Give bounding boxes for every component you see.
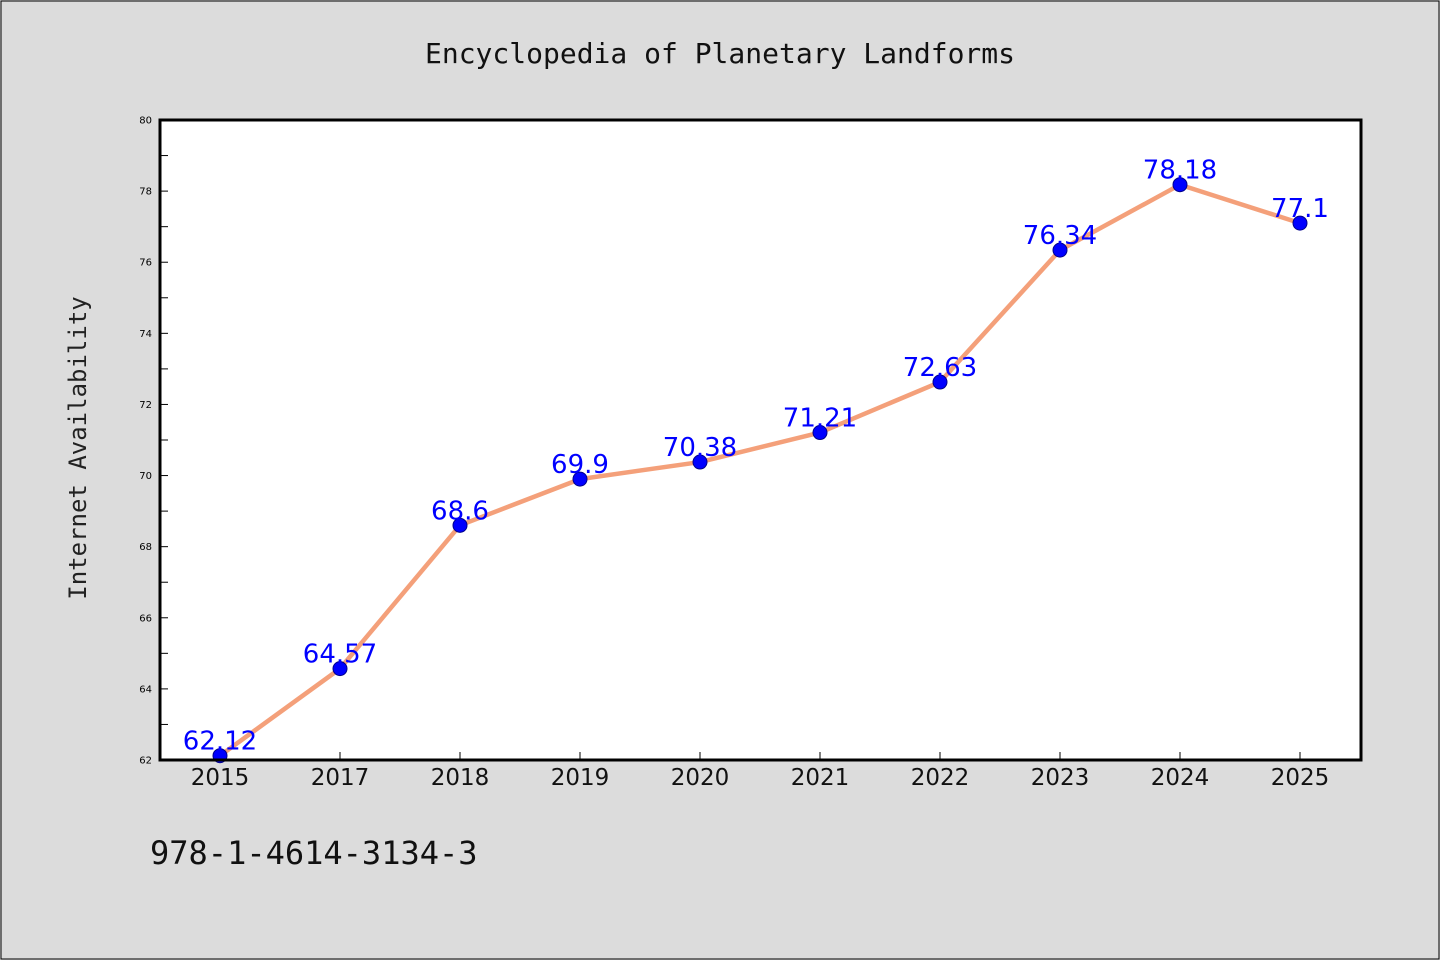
data-label-2015: 62.12 (183, 727, 257, 757)
data-point-2021 (812, 425, 828, 441)
data-label-2018: 68.6 (431, 496, 489, 526)
data-point-2019 (572, 471, 588, 487)
y-tick-label-74: 74 (139, 329, 152, 340)
y-axis-label: Internet Availability (64, 296, 92, 599)
plot-frame (158, 118, 1363, 762)
x-tick-label-2015: 2015 (191, 765, 250, 791)
data-label-2021: 71.21 (783, 404, 857, 434)
x-tick-label-2023: 2023 (1031, 765, 1090, 791)
data-point-2022 (932, 374, 948, 390)
x-axis: 2015 2017 2018 2019 2020 2021 2022 2023 2024 2025 (191, 752, 1330, 791)
data-label-2024: 78.18 (1143, 156, 1217, 186)
y-tick-label-62: 62 (139, 756, 152, 767)
data-labels: 62.12 64.57 68.6 69.9 70.38 71.21 72.63 76.34 78… (183, 156, 1329, 757)
data-point-2018 (452, 517, 468, 533)
x-tick-label-2019: 2019 (551, 765, 610, 791)
y-tick-label-72: 72 (139, 400, 152, 411)
series-line-0 (217, 182, 1303, 758)
isbn-footer: 978-1-4614-3134-3 (150, 834, 478, 872)
data-label-2022: 72.63 (903, 353, 977, 383)
plot-area (160, 120, 1361, 760)
y-tick-label-78: 78 (139, 187, 152, 198)
data-label-2025: 77.1 (1271, 194, 1329, 224)
data-point-2020 (692, 454, 708, 470)
data-label-2019: 69.9 (551, 450, 609, 480)
chart-title: Encyclopedia of Planetary Landforms (425, 37, 1015, 70)
data-point-2023 (1052, 242, 1068, 258)
data-point-2024 (1172, 177, 1188, 193)
data-point-2017 (332, 661, 348, 677)
x-tick-label-2021: 2021 (791, 765, 850, 791)
x-tick-label-2025: 2025 (1271, 765, 1330, 791)
y-tick-label-64: 64 (139, 684, 152, 695)
data-label-2023: 76.34 (1023, 221, 1097, 251)
x-tick-label-2024: 2024 (1151, 765, 1210, 791)
y-tick-label-80: 80 (139, 116, 152, 127)
x-tick-label-2020: 2020 (671, 765, 730, 791)
y-tick-label-68: 68 (139, 542, 152, 553)
data-label-2017: 64.57 (303, 640, 377, 670)
y-tick-label-70: 70 (139, 471, 152, 482)
y-tick-label-66: 66 (139, 613, 152, 624)
series-layer (212, 177, 1308, 764)
x-tick-label-2018: 2018 (431, 765, 490, 791)
y-tick-label-76: 76 (139, 258, 152, 269)
x-tick-label-2017: 2017 (311, 765, 370, 791)
data-point-2025 (1292, 215, 1308, 231)
x-tick-label-2022: 2022 (911, 765, 970, 791)
data-label-2020: 70.38 (663, 433, 737, 463)
